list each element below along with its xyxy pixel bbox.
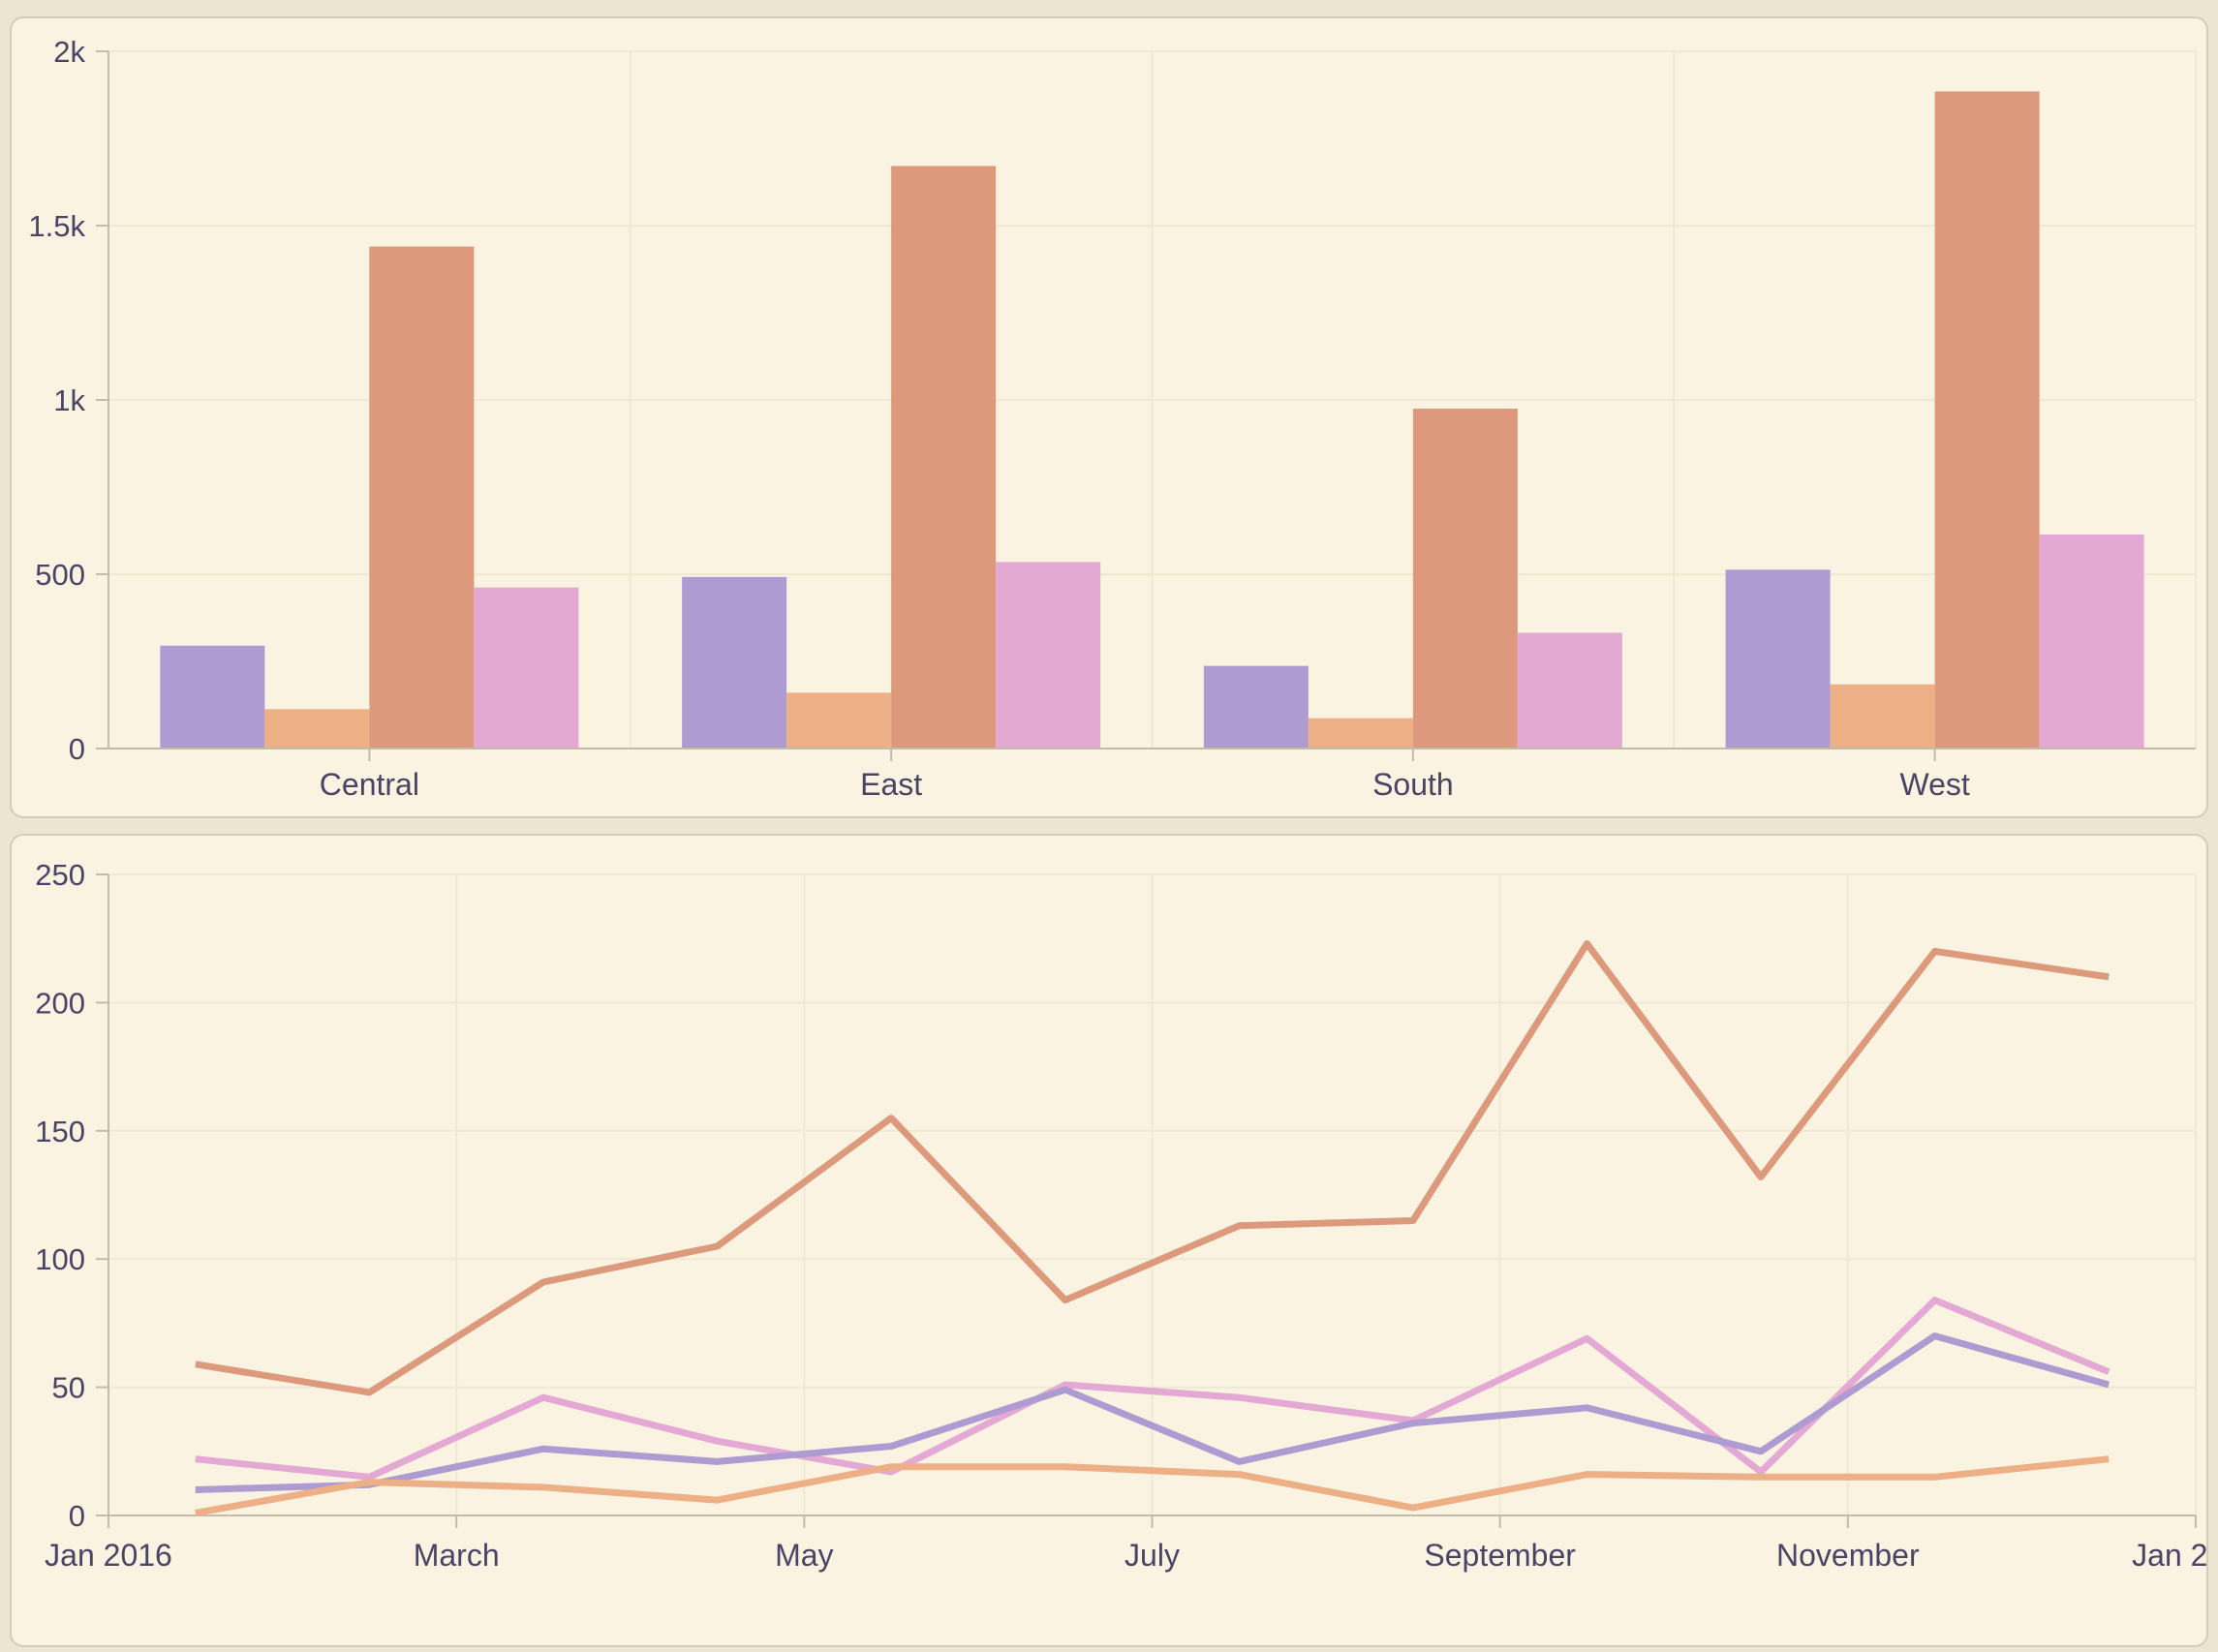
bar-chart: 0 500 1k 1.5k 2k Central East South West <box>28 35 2197 802</box>
bar-east-pink <box>996 562 1101 749</box>
bar-central-purple <box>160 645 265 749</box>
line-series-pink <box>195 1297 2110 1481</box>
y-axis-label: 250 <box>35 858 85 892</box>
category-label: South <box>1372 767 1454 802</box>
bar-west-salmon <box>1934 91 2040 749</box>
x-axis-label: March <box>414 1538 500 1573</box>
bar-west-purple <box>1725 569 1831 749</box>
line-series-purple <box>195 1332 2110 1493</box>
bar-chart-panel: 0 500 1k 1.5k 2k Central East South West <box>10 16 2208 818</box>
x-axis-label: September <box>1424 1538 1576 1573</box>
bar-south-pink <box>1517 632 1622 749</box>
line-chart-panel: 0 50 100 150 200 250 Jan 2016 March May July Septe… <box>10 834 2208 1647</box>
x-axis-label: Jan 2017 <box>2132 1538 2206 1573</box>
category-label: Central <box>320 767 419 802</box>
x-axis-label: May <box>775 1538 833 1573</box>
y-axis-label: 150 <box>35 1115 85 1148</box>
y-axis-label: 200 <box>35 986 85 1020</box>
category-label: West <box>1899 767 1969 802</box>
y-axis-label: 50 <box>52 1371 85 1405</box>
x-axis-label: July <box>1124 1538 1180 1573</box>
y-axis-label: 1k <box>53 383 85 417</box>
bar-east-orange <box>786 692 892 749</box>
y-axis-label: 0 <box>69 1499 85 1533</box>
bar-south-orange <box>1308 718 1413 749</box>
y-axis-label: 0 <box>69 732 85 766</box>
y-axis-label: 2k <box>53 35 85 69</box>
category-label: East <box>860 767 922 802</box>
bar-east-salmon <box>891 166 997 749</box>
line-series-orange <box>195 1455 2110 1516</box>
bar-central-pink <box>474 587 579 749</box>
bar-west-pink <box>2039 534 2144 749</box>
y-axis-label: 100 <box>35 1242 85 1276</box>
bar-south-purple <box>1203 665 1309 749</box>
y-axis-label: 500 <box>35 558 85 592</box>
bar-central-orange <box>264 709 370 749</box>
bar-west-orange <box>1830 684 1935 749</box>
bar-south-salmon <box>1412 409 1518 749</box>
x-axis-label: Jan 2016 <box>45 1538 172 1573</box>
x-axis-label: November <box>1776 1538 1920 1573</box>
bar-east-purple <box>682 576 787 749</box>
y-axis-label: 1.5k <box>28 209 85 243</box>
line-series-salmon <box>195 940 2110 1396</box>
line-chart: 0 50 100 150 200 250 Jan 2016 March May July Septe… <box>35 858 2206 1573</box>
bar-central-salmon <box>369 246 475 750</box>
